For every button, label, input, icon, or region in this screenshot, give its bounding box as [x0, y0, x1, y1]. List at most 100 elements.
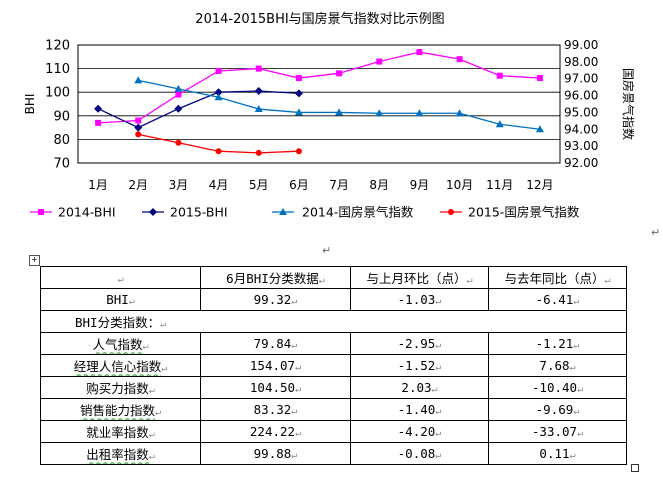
data-point	[175, 139, 182, 146]
plot-area	[77, 44, 561, 164]
data-point	[495, 120, 504, 128]
data-point	[455, 109, 464, 117]
legend-label: 2014-国房景气指数	[302, 205, 414, 220]
table-row: 销售能力指数↵ 83.32↵ -1.40↵ -9.69↵	[40, 398, 627, 421]
x-tick-label: 6月	[289, 178, 309, 192]
paragraph-mark: ↵	[322, 244, 332, 257]
data-point	[496, 72, 503, 79]
y-tick-label: 120	[45, 39, 70, 54]
data-point	[134, 123, 143, 132]
data-point	[255, 65, 262, 72]
data-point	[535, 125, 544, 133]
data-point	[174, 104, 183, 113]
y-tick-label: 100	[45, 86, 70, 101]
data-point	[294, 108, 303, 116]
series-line	[98, 51, 540, 124]
legend-marker	[279, 208, 287, 215]
data-point	[174, 84, 183, 92]
legend-label: 2015-BHI	[170, 205, 228, 220]
x-tick-label: 3月	[169, 178, 189, 192]
data-point	[215, 67, 222, 74]
data-point	[175, 91, 182, 98]
legend-label: 2014-BHI	[58, 205, 116, 220]
table-section-row: BHI分类指数：↵	[40, 310, 627, 333]
table-cell: 99.88↵	[200, 442, 351, 465]
table-cell: 出租率指数↵	[40, 442, 201, 465]
table-cell: -33.07↵	[488, 420, 627, 443]
table-cell: -4.20↵	[350, 420, 489, 443]
data-point	[416, 49, 423, 56]
data-point	[215, 148, 222, 155]
data-point	[95, 119, 102, 126]
data-point	[415, 109, 424, 117]
table-header-row: ↵ 6月BHI分类数据↵ 与上月环比（点）↵ 与去年同比（点）↵	[40, 266, 627, 289]
x-tick-label: 8月	[369, 178, 389, 192]
y2-axis-label: 国房景气指数	[621, 68, 636, 140]
table-cell: -0.08↵	[350, 442, 489, 465]
table-header-cell: 与去年同比（点）↵	[488, 266, 627, 289]
table-cell: 0.11↵	[488, 442, 627, 465]
legend-marker	[448, 209, 454, 215]
data-point	[335, 108, 344, 116]
y-tick-label: 110	[45, 62, 70, 77]
legend-item: 2015-BHI	[142, 205, 228, 220]
table-cell: 79.84↵	[200, 332, 351, 355]
y2-tick-label: 98.00	[564, 55, 598, 69]
legend-marker	[149, 208, 157, 216]
legend-label: 2015-国房景气指数	[468, 205, 580, 220]
x-tick-label: 4月	[209, 178, 229, 192]
table-move-handle[interactable]: +	[29, 255, 40, 266]
y2-tick-label: 92.00	[564, 156, 598, 170]
data-point	[135, 131, 142, 138]
table-cell: -1.52↵	[350, 354, 489, 377]
chart-title: 2014-2015BHI与国房景气指数对比示例图	[195, 11, 444, 27]
table-cell: -1.03↵	[350, 288, 489, 311]
x-tick-label: 7月	[329, 178, 349, 192]
data-point	[254, 105, 263, 113]
y2-tick-label: 94.00	[564, 122, 598, 136]
table-cell: 购买力指数↵	[40, 376, 201, 399]
table-cell: 7.68↵	[488, 354, 627, 377]
y-tick-label: 70	[53, 157, 70, 172]
y2-tick-label: 99.00	[564, 38, 598, 52]
data-point	[214, 93, 223, 101]
y-tick-label: 80	[53, 133, 70, 148]
table-header-cell: ↵	[40, 266, 201, 289]
x-tick-label: 10月	[446, 178, 473, 192]
x-tick-label: 1月	[88, 178, 108, 192]
table-cell: 224.22↵	[200, 420, 351, 443]
table-row: 购买力指数↵ 104.50↵ 2.03↵ -10.40↵	[40, 376, 627, 399]
x-tick-label: 11月	[486, 178, 513, 192]
legend-marker	[38, 209, 44, 215]
legend-item: 2014-国房景气指数	[272, 205, 414, 220]
table-cell: 就业率指数↵	[40, 420, 201, 443]
data-point	[295, 75, 302, 82]
table-cell: -1.40↵	[350, 398, 489, 421]
data-point	[94, 104, 103, 113]
table-row-bhi: BHI↵ 99.32↵ -1.03↵ -6.41↵	[40, 288, 627, 311]
table-cell: 经理人信心指数↵	[40, 354, 201, 377]
table-cell: -1.21↵	[488, 332, 627, 355]
stats-table-wrapper: ↵ 6月BHI分类数据↵ 与上月环比（点）↵ 与去年同比（点）↵ BHI↵ 99…	[40, 266, 627, 465]
table-row: 出租率指数↵ 99.88↵ -0.08↵ 0.11↵	[40, 442, 627, 465]
data-point	[134, 76, 143, 84]
x-tick-label: 2月	[128, 178, 148, 192]
legend-item: 2015-国房景气指数	[440, 205, 580, 220]
series-1	[95, 49, 543, 126]
data-point	[214, 88, 223, 97]
stats-table: ↵ 6月BHI分类数据↵ 与上月环比（点）↵ 与去年同比（点）↵ BHI↵ 99…	[40, 266, 627, 465]
table-cell: 销售能力指数↵	[40, 398, 201, 421]
data-point	[456, 56, 463, 63]
series-line	[97, 90, 299, 129]
table-cell: 104.50↵	[200, 376, 351, 399]
y-tick-label: 90	[53, 109, 70, 124]
table-resize-handle[interactable]	[631, 464, 639, 472]
table-cell: 99.32↵	[200, 288, 351, 311]
table-header-cell: 与上月环比（点）↵	[350, 266, 489, 289]
table-cell: -10.40↵	[488, 376, 627, 399]
table-cell: 2.03↵	[350, 376, 489, 399]
y-axis-label: BHI	[23, 94, 37, 115]
data-point	[536, 75, 543, 82]
chart: 2014-2015BHI与国房景气指数对比示例图 BHI 国房景气指数 70 80…	[23, 11, 636, 220]
table-cell: 人气指数↵	[40, 332, 201, 355]
